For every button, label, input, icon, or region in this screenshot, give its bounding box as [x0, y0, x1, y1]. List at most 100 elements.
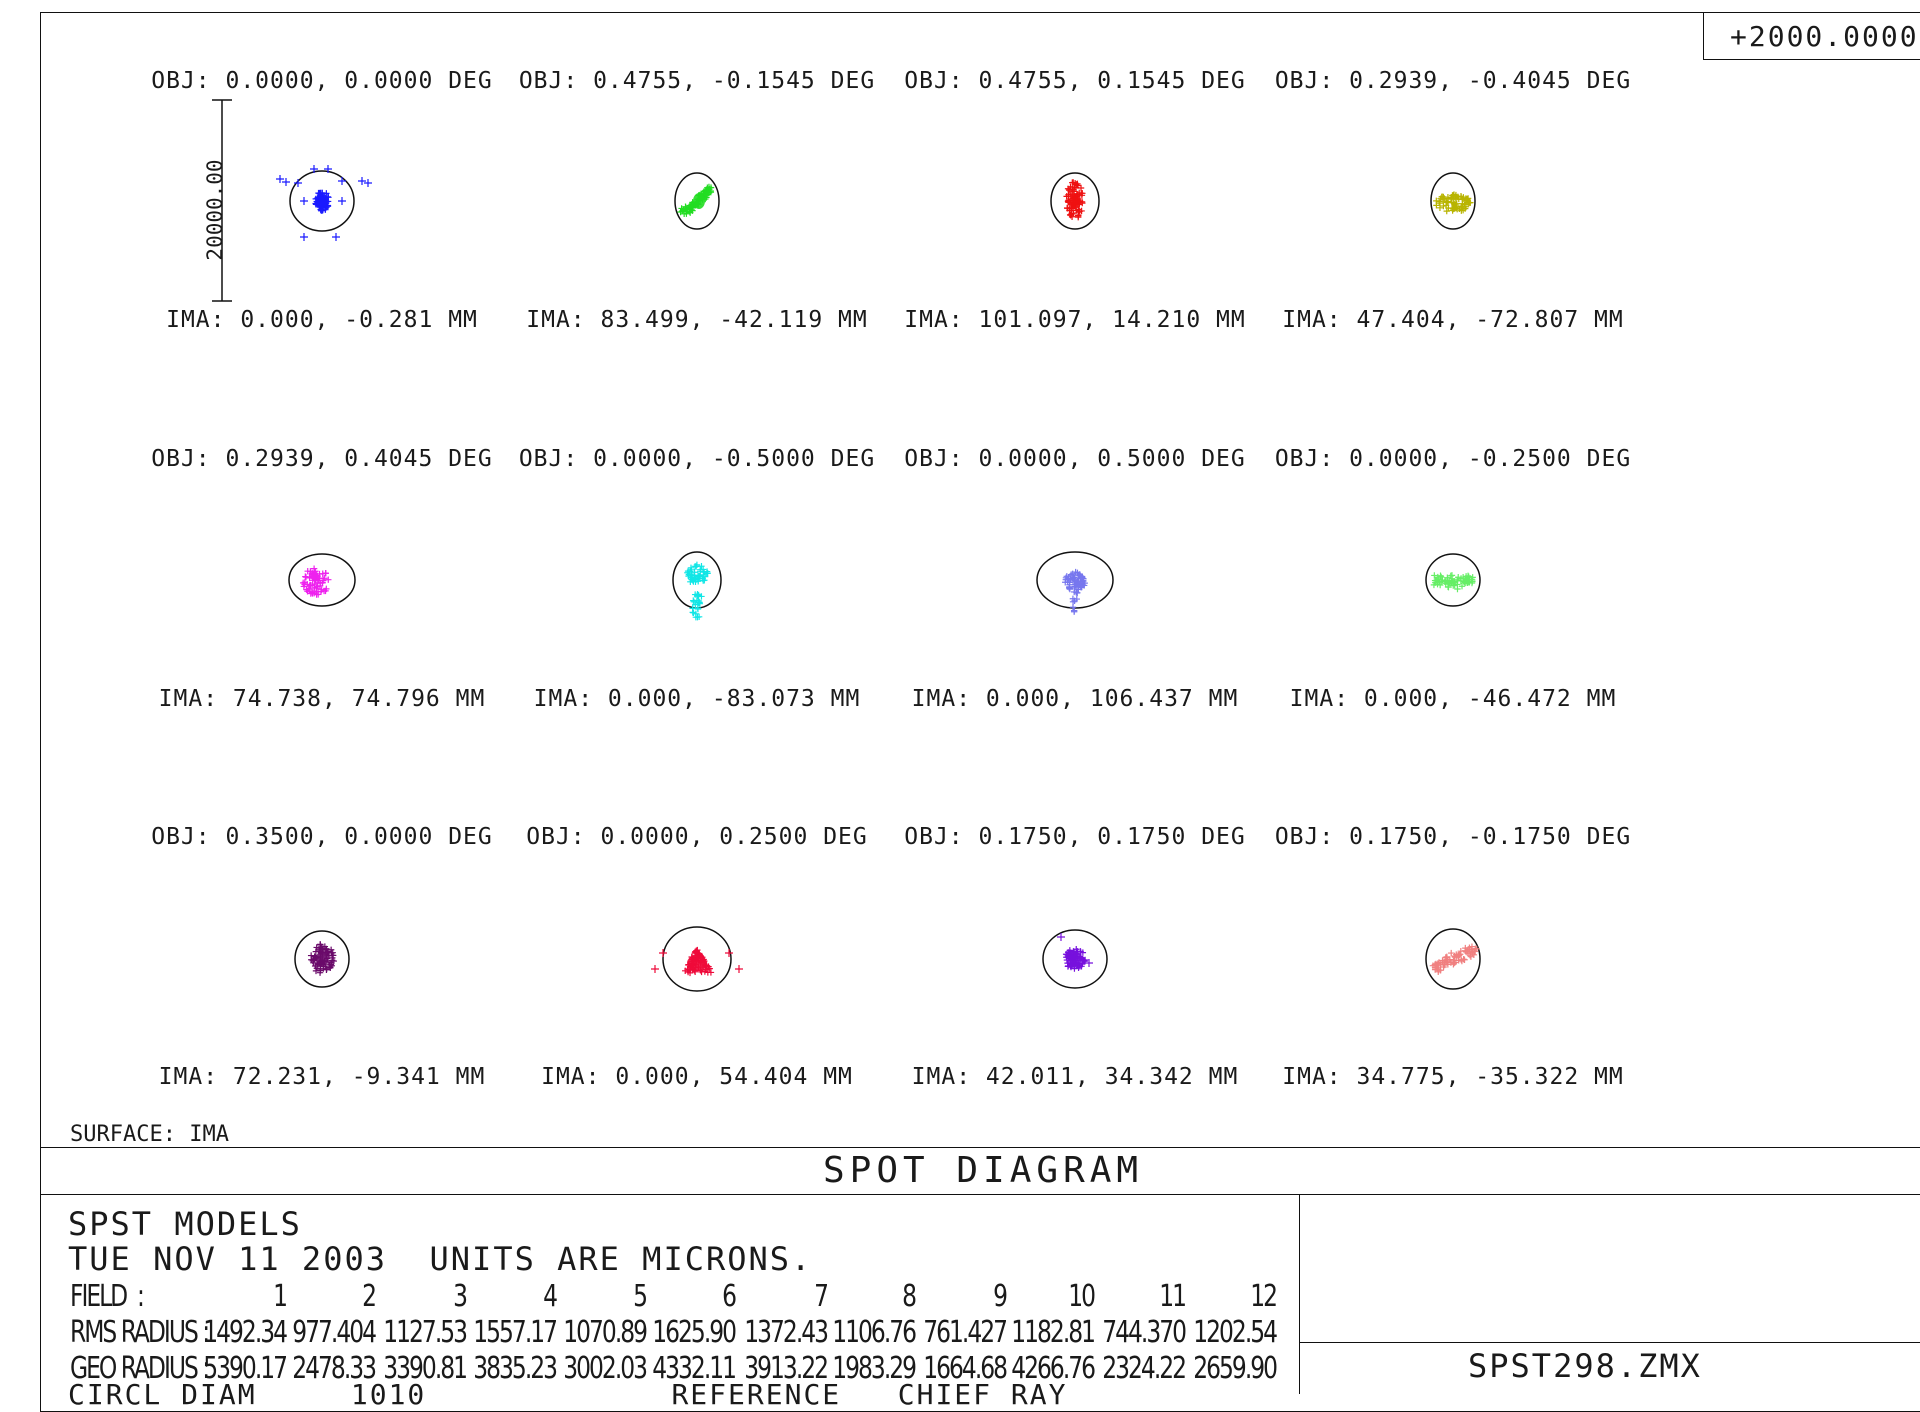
field-1-airy-circle [289, 170, 355, 232]
field-10-obj-label: OBJ: 0.0000, 0.2500 DEG [526, 824, 868, 850]
rms-value-6: 1625.90 [652, 1315, 737, 1351]
geo-value-5: 3002.03 [563, 1351, 648, 1387]
field-8-airy-circle [1425, 553, 1481, 607]
rms-value-5: 1070.89 [563, 1315, 648, 1351]
field-2-spot-core [693, 193, 705, 209]
field-9-ima-label: IMA: 72.231, -9.341 MM [158, 1064, 486, 1090]
rms-value-4: 1557.17 [473, 1315, 558, 1351]
field-7-obj-label: OBJ: 0.0000, 0.5000 DEG [904, 446, 1246, 472]
field-10-spot-core [687, 955, 707, 971]
field-12-spot [1425, 928, 1481, 990]
geo-value-12: 2659.90 [1193, 1351, 1278, 1387]
field-number-6: 6 [722, 1279, 737, 1315]
rms-value-10: 1182.81 [1011, 1315, 1096, 1351]
field-number-8: 8 [902, 1279, 917, 1315]
field-7-ima-label: IMA: 0.000, 106.437 MM [911, 686, 1239, 712]
rms-value-11: 744.370 [1102, 1315, 1187, 1351]
field-11-spot [1042, 929, 1108, 989]
field-9-airy-circle [294, 930, 350, 988]
geo-value-1: 5390.17 [203, 1351, 288, 1387]
geo-value-6: 4332.11 [652, 1351, 737, 1387]
field-7-airy-circle [1036, 551, 1114, 609]
filename: SPST298.ZMX [1468, 1347, 1702, 1385]
rms-value-12: 1202.54 [1193, 1315, 1278, 1351]
field-9-spot-core [316, 951, 328, 967]
field-10-ima-label: IMA: 0.000, 54.404 MM [541, 1064, 853, 1090]
cut-line: CIRCL DIAM 1010 REFERENCE CHIEF RAY [68, 1378, 1068, 1411]
field-number-2: 2 [362, 1279, 377, 1315]
field-3-spot-core [1069, 193, 1081, 209]
rms-value-7: 1372.43 [744, 1315, 829, 1351]
header-line1: SPST MODELS [68, 1205, 302, 1243]
rms-value-3: 1127.53 [383, 1315, 468, 1351]
field-11-ima-label: IMA: 42.011, 34.342 MM [911, 1064, 1239, 1090]
field-6-ima-label: IMA: 0.000, -83.073 MM [533, 686, 861, 712]
field-1-spot-core [316, 193, 328, 209]
field-11-airy-circle [1042, 929, 1108, 989]
info-divider [1299, 1194, 1300, 1394]
field-3-spot [1050, 172, 1100, 230]
field-6-spot [672, 551, 722, 621]
field-3-ima-label: IMA: 101.097, 14.210 MM [904, 307, 1246, 333]
field-3-airy-circle [1050, 172, 1100, 230]
field-1-spot [276, 165, 372, 241]
field-number-10: 10 [1068, 1279, 1096, 1315]
field-5-obj-label: OBJ: 0.2939, 0.4045 DEG [151, 446, 493, 472]
field-number-11: 11 [1159, 1279, 1187, 1315]
geo-value-3: 3390.81 [383, 1351, 468, 1387]
field-5-spot [288, 553, 356, 607]
field-2-airy-circle [674, 172, 720, 230]
field-4-obj-label: OBJ: 0.2939, -0.4045 DEG [1274, 68, 1632, 94]
field-number-5: 5 [633, 1279, 648, 1315]
filename-divider [1299, 1342, 1920, 1343]
geo-value-7: 3913.22 [744, 1351, 829, 1387]
surface-label: SURFACE: IMA [70, 1122, 229, 1147]
field-5-airy-circle [288, 553, 356, 607]
field-8-spot [1425, 553, 1481, 607]
geo-row-label: GEO RADIUS : [70, 1351, 210, 1387]
geo-value-11: 2324.22 [1102, 1351, 1187, 1387]
field-number-1: 1 [273, 1279, 288, 1315]
scale-bar: 20000.00 [203, 99, 232, 302]
field-12-obj-label: OBJ: 0.1750, -0.1750 DEG [1274, 824, 1632, 850]
geo-value-10: 4266.76 [1011, 1351, 1096, 1387]
header-line2: TUE NOV 11 2003 UNITS ARE MICRONS. [68, 1240, 813, 1278]
field-9-obj-label: OBJ: 0.3500, 0.0000 DEG [151, 824, 493, 850]
field-1-obj-label: OBJ: 0.0000, 0.0000 DEG [151, 68, 493, 94]
scale-label: +2000.0000 [1730, 20, 1919, 53]
field-6-obj-label: OBJ: 0.0000, -0.5000 DEG [518, 446, 876, 472]
field-2-spot [674, 172, 720, 230]
field-number-4: 4 [543, 1279, 558, 1315]
diagram-title: SPOT DIAGRAM [823, 1150, 1144, 1191]
field-11-obj-label: OBJ: 0.1750, 0.1750 DEG [904, 824, 1246, 850]
geo-value-9: 1664.68 [923, 1351, 1008, 1387]
field-2-ima-label: IMA: 83.499, -42.119 MM [526, 307, 868, 333]
field-2-obj-label: OBJ: 0.4755, -0.1545 DEG [518, 68, 876, 94]
field-11-spot-core [1069, 951, 1081, 967]
divider-bottom [40, 1194, 1920, 1195]
field-4-spot [1430, 172, 1476, 230]
field-8-obj-label: OBJ: 0.0000, -0.2500 DEG [1274, 446, 1632, 472]
geo-value-4: 3835.23 [473, 1351, 558, 1387]
field-number-3: 3 [453, 1279, 468, 1315]
rms-value-8: 1106.76 [832, 1315, 917, 1351]
field-number-9: 9 [993, 1279, 1008, 1315]
field-10-airy-circle [662, 926, 732, 992]
field-row-label: FIELD : [70, 1279, 145, 1315]
field-3-obj-label: OBJ: 0.4755, 0.1545 DEG [904, 68, 1246, 94]
field-number-12: 12 [1250, 1279, 1278, 1315]
rms-value-1: 1492.34 [203, 1315, 288, 1351]
field-8-ima-label: IMA: 0.000, -46.472 MM [1289, 686, 1617, 712]
field-number-7: 7 [814, 1279, 829, 1315]
geo-value-8: 1983.29 [832, 1351, 917, 1387]
field-1-ima-label: IMA: 0.000, -0.281 MM [166, 307, 478, 333]
field-12-airy-circle [1425, 928, 1481, 990]
scale-bar-label: 20000.00 [203, 159, 227, 260]
rms-value-9: 761.427 [923, 1315, 1008, 1351]
field-9-spot [294, 930, 350, 988]
field-4-ima-label: IMA: 47.404, -72.807 MM [1282, 307, 1624, 333]
rms-value-2: 977.404 [292, 1315, 377, 1351]
geo-value-2: 2478.33 [292, 1351, 377, 1387]
